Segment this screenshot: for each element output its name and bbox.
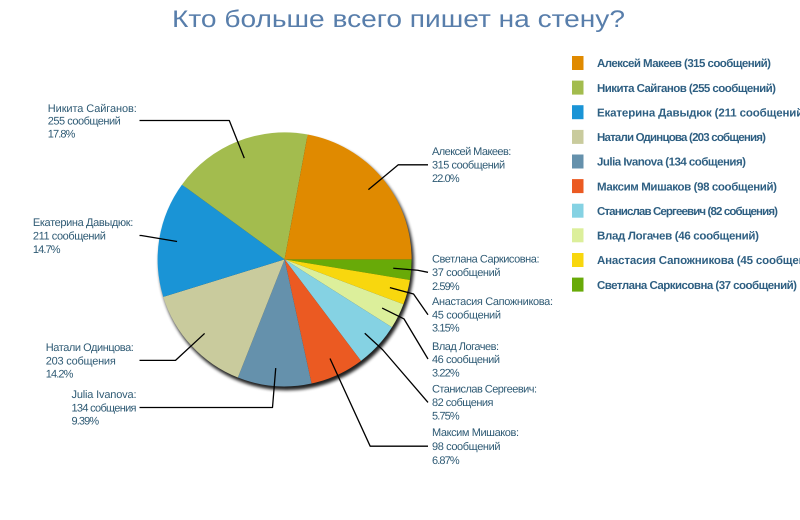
svg-text:2.59%: 2.59% — [432, 281, 460, 293]
svg-text:46 сообщений: 46 сообщений — [432, 354, 500, 366]
svg-text:Светлана Саркисовна:: Светлана Саркисовна: — [432, 253, 540, 265]
svg-text:3.15%: 3.15% — [432, 322, 460, 334]
svg-text:Никита Сайганов:: Никита Сайганов: — [48, 103, 137, 115]
svg-text:Светлана Саркисовна (37 сообще: Светлана Саркисовна (37 сообщений) — [597, 280, 797, 292]
svg-text:203 собщения: 203 собщения — [46, 355, 116, 367]
svg-text:Влад Логачев:: Влад Логачев: — [432, 341, 499, 353]
svg-text:Алексей Макеев:: Алексей Макеев: — [432, 146, 511, 158]
svg-text:14.7%: 14.7% — [33, 244, 61, 256]
svg-text:Никита Сайганов (255 сообщений: Никита Сайганов (255 сообщений) — [597, 83, 776, 95]
svg-text:22.0%: 22.0% — [432, 173, 460, 185]
svg-text:9.39%: 9.39% — [72, 416, 100, 428]
svg-text:14.2%: 14.2% — [46, 368, 74, 380]
svg-text:Натали Одинцова (203 собщения): Натали Одинцова (203 собщения) — [597, 132, 766, 144]
svg-text:6.87%: 6.87% — [432, 455, 460, 467]
svg-text:Julia Ivanova:: Julia Ivanova: — [72, 389, 137, 401]
svg-text:134 собщения: 134 собщения — [72, 402, 137, 414]
svg-text:211 сообщений: 211 сообщений — [33, 230, 106, 242]
svg-text:Станислав Сергеевич (82 собщен: Станислав Сергеевич (82 собщения) — [597, 206, 778, 218]
svg-text:Екатерина Давыдюк (211 сообщен: Екатерина Давыдюк (211 сообщений) — [597, 107, 800, 119]
svg-text:45 сообщений: 45 сообщений — [432, 310, 501, 322]
svg-text:98 сообщений: 98 сообщений — [432, 441, 501, 453]
svg-text:315 сообщений: 315 сообщений — [432, 160, 505, 172]
svg-text:Кто больше всего пишет на стен: Кто больше всего пишет на стену? — [172, 6, 625, 33]
svg-text:82 собщения: 82 собщения — [432, 397, 494, 409]
svg-text:Анастасия Сапожникова (45 сооб: Анастасия Сапожникова (45 сообщений) — [597, 255, 800, 267]
svg-text:255 сообщений: 255 сообщений — [48, 115, 121, 127]
svg-text:Julia Ivanova (134 собщения): Julia Ivanova (134 собщения) — [597, 157, 746, 169]
svg-text:Анастасия Сапожникова:: Анастасия Сапожникова: — [432, 296, 553, 308]
svg-text:Станислав Сергеевич:: Станислав Сергеевич: — [432, 383, 537, 395]
svg-text:Натали Одинцова:: Натали Одинцова: — [46, 342, 134, 354]
svg-text:Екатерина Давыдюк:: Екатерина Давыдюк: — [33, 217, 133, 229]
svg-text:Максим Мишаков:: Максим Мишаков: — [432, 427, 519, 439]
svg-text:Максим Мишаков (98 сообщений): Максим Мишаков (98 сообщений) — [597, 181, 777, 193]
svg-text:Алексей Макеев (315 сообщений): Алексей Макеев (315 сообщений) — [597, 58, 771, 70]
svg-text:Влад Логачев (46 сообщений): Влад Логачев (46 сообщений) — [597, 231, 759, 243]
svg-text:37 сообщений: 37 сообщений — [432, 267, 501, 279]
svg-text:5.75%: 5.75% — [432, 411, 460, 423]
svg-text:17.8%: 17.8% — [48, 128, 76, 140]
svg-text:3.22%: 3.22% — [432, 368, 460, 380]
